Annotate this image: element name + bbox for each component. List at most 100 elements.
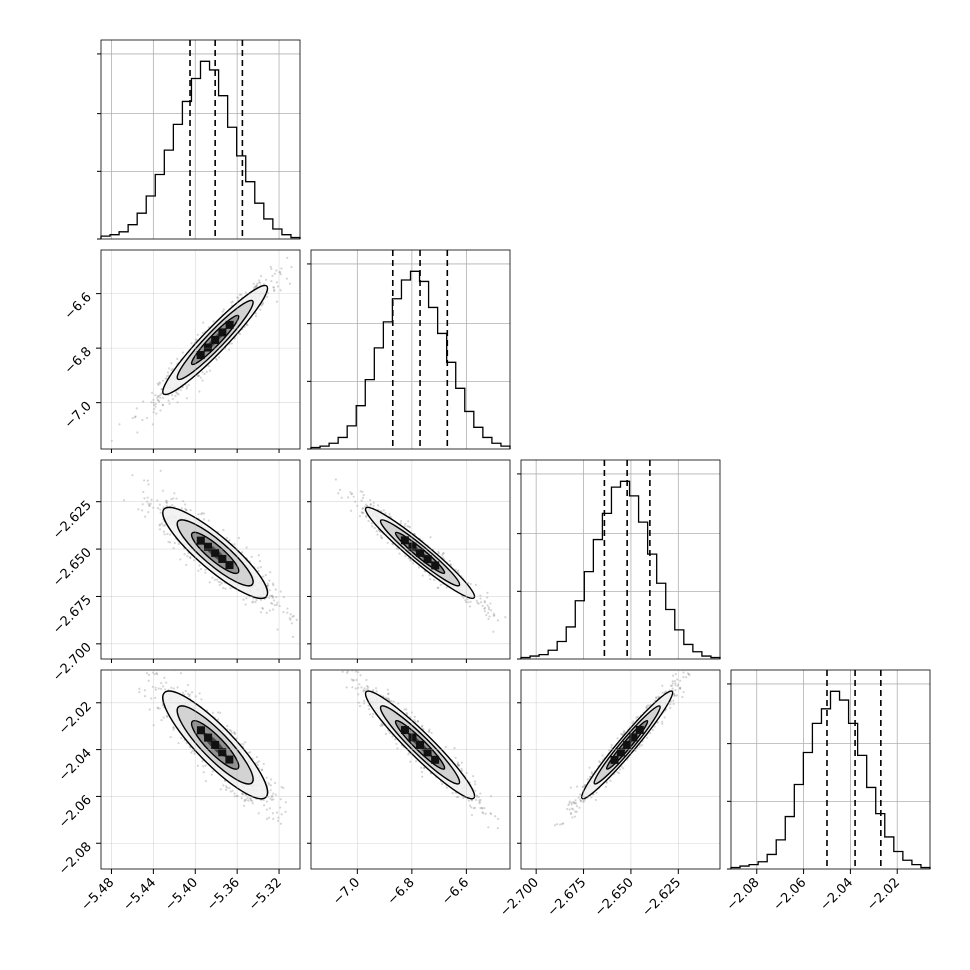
scatter-point: [360, 511, 363, 514]
scatter-point: [456, 763, 459, 766]
scatter-point: [301, 246, 303, 248]
scatter-point: [487, 617, 490, 621]
scatter-point: [162, 530, 166, 533]
scatter-point: [268, 596, 271, 599]
density-peak-bin: [400, 536, 409, 545]
scatter-point: [171, 367, 174, 370]
scatter-point: [272, 583, 275, 587]
scatter-point: [270, 267, 273, 270]
scatter-point: [216, 711, 220, 714]
scatter-point: [231, 300, 234, 303]
scatter-point: [245, 798, 248, 801]
scatter-point: [437, 586, 440, 589]
scatter-point: [201, 512, 204, 515]
scatter-point: [468, 605, 472, 608]
scatter-point: [371, 525, 374, 528]
scatter-point: [481, 604, 484, 608]
scatter-point: [273, 781, 277, 785]
density-panel-3-0: [101, 670, 300, 869]
scatter-point: [154, 688, 157, 691]
scatter-point: [475, 599, 478, 602]
scatter-point: [371, 712, 375, 716]
scatter-point: [467, 581, 470, 584]
scatter-point: [207, 519, 210, 522]
scatter-point: [269, 784, 272, 787]
scatter-point: [290, 265, 293, 269]
scatter-point: [251, 802, 254, 805]
scatter-point: [153, 673, 156, 676]
scatter-point: [449, 563, 452, 566]
panel-frame: [100, 669, 301, 870]
scatter-point: [252, 600, 255, 603]
scatter-point: [251, 799, 254, 802]
scatter-point: [225, 536, 228, 539]
scatter-point: [386, 697, 389, 700]
scatter-point: [350, 493, 353, 496]
panel-frame: [100, 459, 301, 660]
scatter-point: [199, 567, 203, 571]
scatter-point: [222, 586, 225, 590]
scatter-point: [271, 274, 274, 278]
scatter-point: [243, 798, 246, 801]
scatter-point: [391, 543, 394, 546]
scatter-point: [241, 793, 244, 796]
scatter-point: [233, 731, 236, 734]
scatter-point: [479, 792, 482, 795]
scatter-point: [147, 673, 151, 676]
scatter-point: [156, 706, 159, 709]
scatter-point: [200, 698, 203, 701]
scatter-point: [476, 601, 479, 604]
scatter-point: [170, 686, 173, 689]
density-peak-bin: [211, 335, 220, 344]
scatter-point: [210, 773, 213, 776]
scatter-point: [201, 331, 205, 335]
scatter-point: [160, 682, 163, 685]
scatter-point: [337, 492, 340, 495]
scatter-point: [225, 785, 228, 788]
scatter-point: [133, 415, 137, 419]
scatter-point: [262, 575, 265, 578]
scatter-point: [469, 600, 472, 603]
scatter-point: [340, 496, 343, 499]
scatter-point: [269, 789, 272, 792]
scatter-point: [158, 400, 161, 403]
scatter-point: [442, 552, 445, 555]
scatter-point: [197, 513, 200, 516]
scatter-point: [150, 697, 153, 700]
scatter-point: [166, 371, 170, 374]
scatter-point: [448, 559, 451, 562]
scatter-point: [172, 497, 175, 500]
scatter-point: [260, 304, 263, 307]
scatter-point: [150, 498, 153, 501]
scatter-point: [243, 799, 246, 803]
scatter-point: [279, 822, 283, 825]
scatter-point: [159, 409, 162, 412]
scatter-point: [168, 367, 171, 370]
scatter-point: [469, 582, 472, 586]
scatter-point: [203, 372, 206, 376]
scatter-point: [172, 728, 175, 731]
scatter-point: [445, 786, 448, 789]
scatter-point: [219, 711, 222, 714]
scatter-point: [272, 286, 275, 289]
scatter-point: [396, 747, 399, 750]
scatter-point: [169, 541, 172, 544]
scatter-point: [158, 707, 161, 710]
scatter-point: [159, 469, 162, 472]
scatter-point: [265, 295, 269, 298]
scatter-point: [454, 568, 457, 571]
scatter-point: [404, 522, 407, 526]
scatter-point: [470, 799, 474, 802]
scatter-point: [264, 278, 268, 281]
scatter-point: [147, 483, 150, 486]
scatter-point: [261, 607, 265, 610]
scatter-point: [254, 285, 257, 288]
scatter-point: [257, 812, 260, 815]
scatter-point: [171, 393, 174, 397]
scatter-point: [202, 771, 205, 774]
scatter-point: [439, 583, 442, 586]
scatter-point: [165, 714, 169, 717]
histogram-frame: [730, 669, 931, 870]
scatter-point: [400, 520, 403, 523]
scatter-point: [295, 618, 298, 621]
